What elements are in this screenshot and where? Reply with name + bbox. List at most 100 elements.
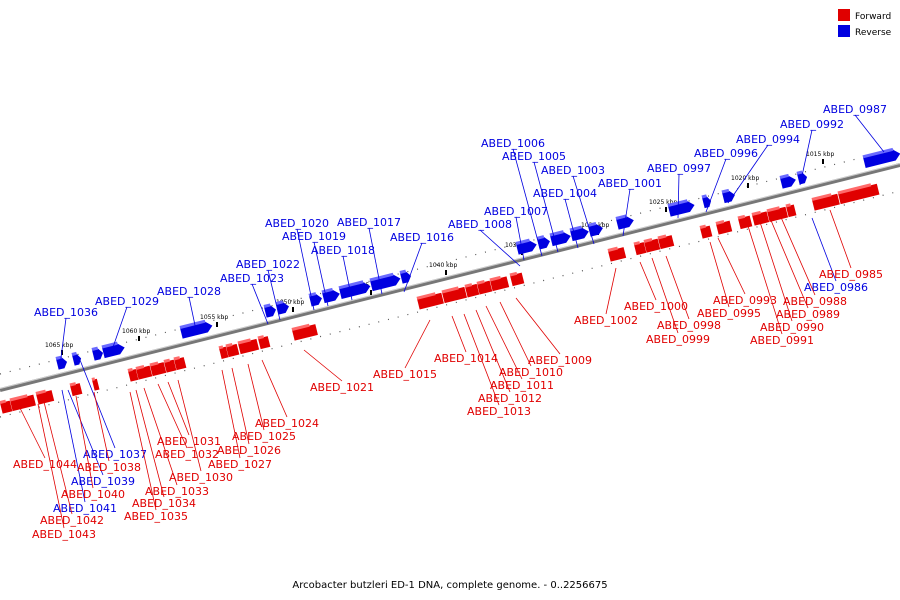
gene-arrow-abed-0986 — [779, 173, 796, 189]
gene-label-abed-1015[interactable]: ABED_1015 — [373, 319, 437, 381]
gene-label-abed-1013[interactable]: ABED_1013 — [463, 313, 531, 418]
gene-label-abed-0990[interactable]: ABED_0990 — [759, 221, 824, 334]
svg-text:ABED_1019: ABED_1019 — [282, 230, 346, 243]
gene-arrow-abed-1021 — [291, 323, 318, 341]
gene-arrow-abed-0985 — [837, 183, 880, 205]
svg-text:ABED_0998: ABED_0998 — [657, 319, 721, 332]
gene-arrow-abed-0998 — [657, 234, 675, 250]
svg-text:ABED_1003: ABED_1003 — [541, 164, 605, 177]
gene-label-abed-0987[interactable]: ABED_0987 — [823, 103, 887, 153]
gene-label-abed-1029[interactable]: ABED_1029 — [95, 295, 159, 351]
gene-label-abed-1026[interactable]: ABED_1026 — [217, 367, 281, 457]
gene-arrow-abed-1030 — [173, 356, 187, 371]
gene-label-abed-1034[interactable]: ABED_1034 — [132, 389, 196, 510]
gene-arrow-abed-0988 — [811, 193, 840, 211]
svg-text:ABED_1034: ABED_1034 — [132, 497, 196, 510]
gene-label-abed-1002[interactable]: ABED_1002 — [574, 267, 638, 327]
gene-label-abed-1014[interactable]: ABED_1014 — [434, 315, 498, 365]
svg-text:ABED_1024: ABED_1024 — [255, 417, 319, 430]
gene-label-abed-0998[interactable]: ABED_0998 — [657, 255, 721, 332]
gene-arrow-abed-1028 — [179, 319, 213, 339]
gene-label-abed-1025[interactable]: ABED_1025 — [232, 363, 296, 443]
gene-label-abed-0993[interactable]: ABED_0993 — [713, 237, 777, 307]
gene-label-abed-1032[interactable]: ABED_1032 — [155, 383, 219, 461]
svg-text:ABED_1001: ABED_1001 — [598, 177, 662, 190]
tick-mark — [138, 336, 140, 341]
svg-text:ABED_1042: ABED_1042 — [40, 514, 104, 527]
gene-label-abed-1037[interactable]: ABED_1037 — [79, 359, 147, 461]
svg-text:ABED_0985: ABED_0985 — [819, 268, 883, 281]
gene-label-abed-1036[interactable]: ABED_1036 — [34, 306, 98, 367]
gene-arrow-abed-1006 — [536, 235, 550, 250]
svg-text:ABED_1016: ABED_1016 — [390, 231, 454, 244]
gene-label-abed-1039[interactable]: ABED_1039 — [67, 389, 135, 488]
gene-label-abed-1044[interactable]: ABED_1044 — [13, 407, 77, 471]
gene-label-abed-1023[interactable]: ABED_1023 — [220, 272, 284, 325]
svg-text:ABED_1032: ABED_1032 — [155, 448, 219, 461]
svg-text:ABED_1012: ABED_1012 — [478, 392, 542, 405]
gene-label-abed-1028[interactable]: ABED_1028 — [157, 285, 221, 331]
gene-label-abed-0991[interactable]: ABED_0991 — [747, 225, 814, 347]
gene-label-abed-1001[interactable]: ABED_1001 — [598, 177, 662, 237]
gene-label-abed-1012[interactable]: ABED_1012 — [475, 309, 542, 405]
gene-label-abed-1018[interactable]: ABED_1018 — [311, 244, 375, 301]
gene-label-abed-1027[interactable]: ABED_1027 — [208, 369, 272, 471]
gene-label-abed-1017[interactable]: ABED_1017 — [337, 216, 401, 295]
gene-label-abed-0996[interactable]: ABED_0996 — [694, 147, 758, 213]
gene-label-abed-0992[interactable]: ABED_0992 — [780, 118, 844, 186]
gene-arrow-abed-1042 — [35, 389, 55, 405]
gene-label-abed-1038[interactable]: ABED_1038 — [77, 391, 141, 474]
gene-arrow-abed-0992 — [796, 170, 808, 185]
gene-label-abed-1020[interactable]: ABED_1020 — [265, 217, 329, 311]
gene-arrow-abed-1027 — [218, 345, 229, 359]
gene-label-abed-1005[interactable]: ABED_1005 — [502, 150, 566, 253]
gene-label-abed-1042[interactable]: ABED_1042 — [40, 401, 104, 527]
gene-label-abed-1035[interactable]: ABED_1035 — [124, 391, 188, 523]
gene-label-abed-1000[interactable]: ABED_1000 — [624, 261, 688, 313]
gene-arrow-abed-1026 — [225, 342, 240, 358]
svg-text:ABED_1027: ABED_1027 — [208, 458, 272, 471]
gene-label-abed-1011[interactable]: ABED_1011 — [485, 305, 554, 392]
gene-label-abed-1043[interactable]: ABED_1043 — [32, 403, 96, 541]
gene-label-abed-1041[interactable]: ABED_1041 — [53, 389, 117, 515]
gene-label-abed-1006[interactable]: ABED_1006 — [481, 137, 545, 257]
svg-text:ABED_1009: ABED_1009 — [528, 354, 592, 367]
gene-label-abed-1040[interactable]: ABED_1040 — [61, 395, 125, 501]
tick-label: 1060 kbp — [122, 328, 150, 335]
legend-forward-swatch — [838, 9, 850, 21]
svg-text:ABED_0988: ABED_0988 — [783, 295, 847, 308]
gene-label-abed-1024[interactable]: ABED_1024 — [255, 359, 319, 430]
gene-label-abed-0994[interactable]: ABED_0994 — [727, 133, 800, 204]
svg-text:ABED_0987: ABED_0987 — [823, 103, 887, 116]
gene-label-abed-0989[interactable]: ABED_0989 — [769, 217, 840, 321]
gene-label-abed-1030[interactable]: ABED_1030 — [169, 379, 233, 484]
gene-label-abed-1016[interactable]: ABED_1016 — [390, 231, 454, 293]
gene-label-abed-0986[interactable]: ABED_0986 — [804, 217, 868, 294]
gene-label-abed-1031[interactable]: ABED_1031 — [157, 381, 221, 448]
tick-mark — [445, 270, 447, 275]
gene-label-abed-0999[interactable]: ABED_0999 — [646, 257, 710, 346]
gene-arrow-abed-1009 — [509, 271, 525, 287]
genome-axis — [0, 160, 900, 393]
gene-label-abed-1022[interactable]: ABED_1022 — [236, 258, 300, 321]
svg-text:ABED_1008: ABED_1008 — [448, 218, 512, 231]
gene-track — [0, 147, 900, 414]
svg-text:ABED_1029: ABED_1029 — [95, 295, 159, 308]
gene-label-abed-0988[interactable]: ABED_0988 — [779, 214, 847, 308]
svg-text:ABED_0992: ABED_0992 — [780, 118, 844, 131]
gene-label-abed-0997[interactable]: ABED_0997 — [647, 162, 711, 219]
svg-text:ABED_1040: ABED_1040 — [61, 488, 125, 501]
gene-label-abed-0985[interactable]: ABED_0985 — [819, 209, 883, 281]
gene-label-abed-1008[interactable]: ABED_1008 — [448, 218, 521, 267]
gene-label-abed-1004[interactable]: ABED_1004 — [533, 187, 597, 249]
gene-label-abed-0995[interactable]: ABED_0995 — [697, 241, 761, 320]
gene-label-abed-1021[interactable]: ABED_1021 — [303, 349, 374, 394]
gene-label-abed-1010[interactable]: ABED_1010 — [499, 301, 563, 379]
gene-label-abed-1033[interactable]: ABED_1033 — [143, 387, 209, 498]
gene-label-abed-1007[interactable]: ABED_1007 — [484, 205, 548, 261]
gene-label-abed-1003[interactable]: ABED_1003 — [541, 164, 605, 245]
gene-arrow-abed-1014 — [416, 292, 444, 310]
gene-arrow-abed-1012 — [464, 283, 480, 298]
gene-label-abed-1009[interactable]: ABED_1009 — [515, 297, 592, 367]
